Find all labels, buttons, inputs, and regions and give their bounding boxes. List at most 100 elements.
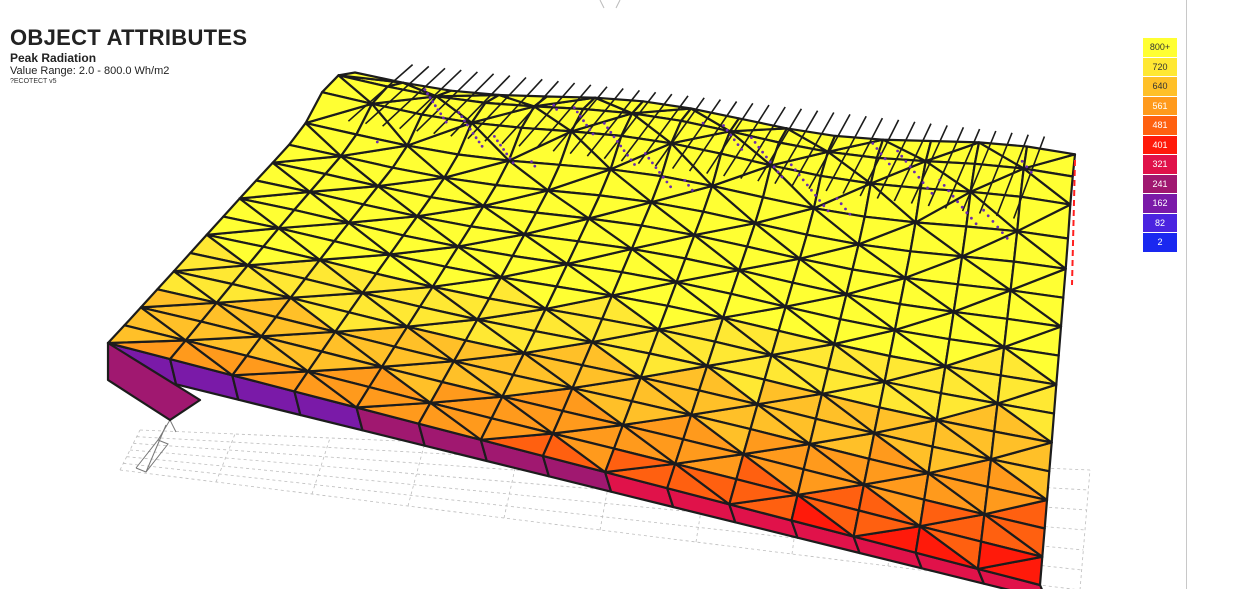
terrain-face [571,364,642,390]
terrain-face [808,417,876,446]
ridge-fold-line [927,126,965,207]
terrain-face [770,329,836,357]
terrain-face [289,277,364,299]
vertex-marker [1020,159,1024,163]
vertex-marker [579,114,582,118]
terrain-face [883,354,947,383]
vertex-marker [986,214,990,218]
boundary-edge-line [1071,159,1076,286]
terrain-face [798,233,860,260]
terrain-face [479,417,554,441]
vertex-marker [619,144,623,148]
vertex-marker [736,143,740,147]
terrain-face [812,174,872,210]
terrain-face [231,354,310,377]
terrain-face [784,281,848,308]
terrain-face [1016,230,1070,270]
terrain-face [591,317,660,344]
vertex-marker [835,197,839,200]
vertex-marker [908,165,912,169]
vertex-marker [780,175,784,179]
vertex-marker [647,156,651,160]
vertex-marker [913,170,916,174]
terrain-face [996,374,1058,405]
ridge-fold-line [620,93,673,162]
vertex-marker [960,205,964,209]
terrain-face [690,389,759,416]
vertex-marker [493,135,496,138]
ground-grid-line [1079,469,1091,591]
vertex-marker [465,123,469,127]
vertex-marker [687,183,690,187]
legend-entry: 162 [1143,194,1177,214]
vertex-marker [629,158,633,162]
terrain-face [914,187,972,224]
vertex-marker [921,181,925,185]
vertex-marker [690,188,694,192]
vertex-marker [826,209,830,213]
vertex-marker [1005,236,1009,240]
software-version: ?ECOTECT v5 [10,78,57,85]
terrain-face [443,153,510,179]
vertex-marker [938,178,942,182]
terrain-face [406,305,479,328]
vertex-marker [942,184,946,187]
vertex-marker [883,157,887,161]
vertex-marker [602,121,606,125]
vertex-marker [552,103,556,107]
vertex-marker [814,193,817,197]
vertex-marker [555,108,558,111]
ridge-fold-line [535,84,592,150]
terrain-face [873,406,938,435]
terrain-face [639,352,709,379]
terrain-face [935,392,999,422]
terrain-face [1009,260,1067,292]
ridge-fold-line [825,115,867,192]
vertex-marker [622,149,626,153]
vertex-marker [643,152,647,155]
terrain-face [388,234,460,256]
vertex-marker [904,160,908,163]
vertex-marker [511,161,515,165]
vertex-marker [612,135,616,139]
terrain-face [277,208,350,230]
terrain-face [172,251,249,273]
legend-entry: 2 [1143,233,1177,253]
terrain-face [609,134,673,171]
vertex-marker [439,112,443,116]
terrain-face [184,320,263,342]
terrain-face [318,240,391,261]
ridge-fold-line [347,63,414,122]
terrain-vertex-markers [375,88,1076,286]
vertex-marker [765,155,768,159]
terrain-side-face [106,341,202,422]
vertex-marker [433,104,437,108]
ground-grid-line [119,469,1081,591]
vertex-marker [463,119,466,123]
ridge-fold-line [569,87,624,155]
terrain-face [304,91,374,125]
vertex-marker [477,140,481,144]
vertex-marker [496,139,499,143]
vertex-marker [871,142,875,145]
terrain-face [260,315,337,338]
terrain-face [621,400,693,427]
vertex-marker [887,162,891,166]
terrain-face [705,340,773,368]
ridge-fold-line [961,130,997,212]
vertex-marker [588,128,592,132]
attribute-name: Peak Radiation [10,51,97,65]
vertex-marker [480,144,484,148]
terrain-face [857,215,917,246]
vertex-marker [996,225,1000,229]
vertex-marker [974,222,978,226]
terrain-face [452,339,526,363]
terrain-face [944,338,1006,368]
vertex-marker [474,136,478,140]
vertex-marker [725,128,729,132]
ridge-fold-line [774,110,819,185]
terrain-face [826,134,885,153]
vertex-marker [970,216,973,220]
